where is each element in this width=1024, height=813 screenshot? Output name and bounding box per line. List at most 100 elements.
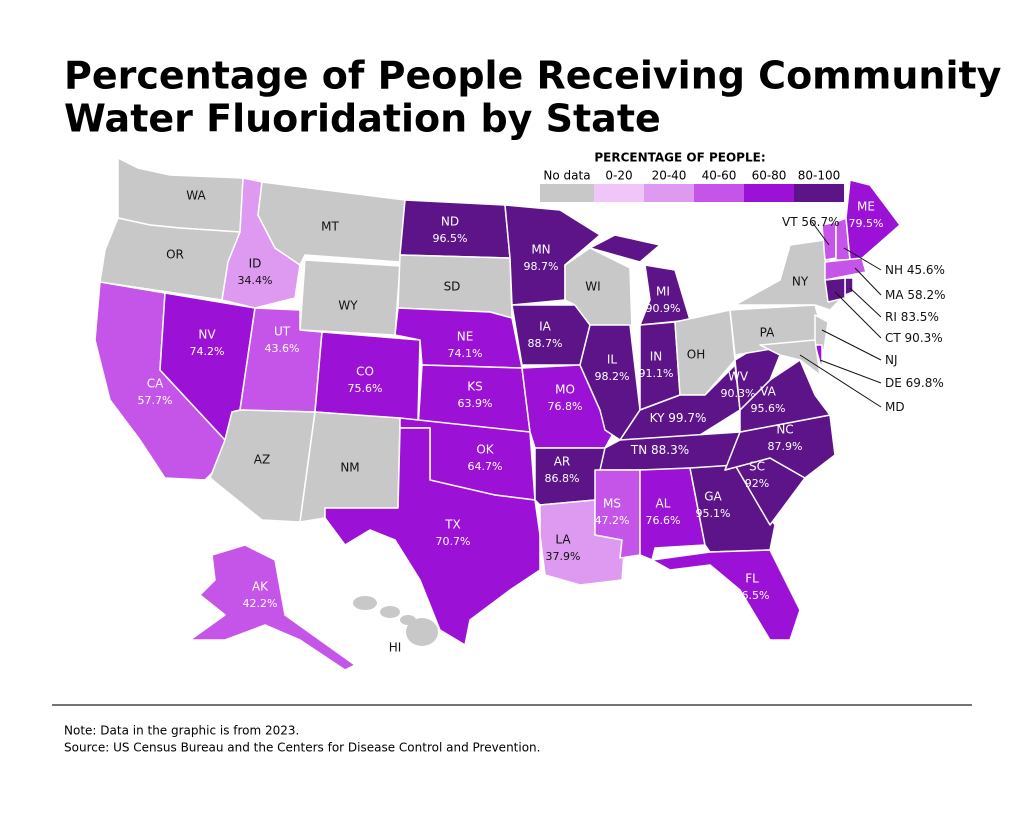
state-value: 43.6% [265,342,300,355]
state-abbr: SC [749,460,765,474]
state-abbr: LA [555,533,571,547]
state-label: CT 90.3% [885,331,943,345]
map [94,157,901,671]
legend-swatch [744,184,794,202]
state-shape [824,277,846,303]
state-abbr: NY [792,275,809,289]
state-label: NH 45.6% [885,263,945,277]
state-abbr: MI [656,285,670,299]
state-abbr: TN [630,443,647,457]
callout-line [819,359,882,384]
state-value: 86.8% [545,472,580,485]
legend-swatch [694,184,744,202]
state-shape [511,304,591,366]
state-abbr: ID [249,257,262,271]
state-value: 58.2% [907,288,945,302]
state-shape [189,544,356,671]
state-abbr: ND [441,215,459,229]
state-abbr: NE [457,330,474,344]
state-abbr: CT [885,331,901,345]
state-label: KY 99.7% [650,411,707,425]
legend-label: 40-60 [702,169,737,183]
state-abbr: WI [585,280,600,294]
state-abbr: RI [885,310,897,324]
state-value: 79.5% [849,217,884,230]
state-value: 90.9% [646,302,681,315]
state-value: 56.7% [801,215,839,229]
state-abbr: VT [782,215,798,229]
state-abbr: VA [760,385,776,399]
state-abbr: TX [444,518,461,532]
state-abbr: MN [531,243,550,257]
state-shape [399,199,511,259]
state-abbr: SD [444,280,461,294]
legend-swatch [794,184,844,202]
state-abbr: AR [554,455,571,469]
state-abbr: CO [356,365,374,379]
state-shape [759,339,821,376]
state-value: 69.8% [906,376,944,390]
state-value: 88.3% [651,443,689,457]
state-value: 76.6% [646,514,681,527]
state-value: 87.9% [768,440,803,453]
state-shape [651,549,801,641]
state-value: 64.7% [468,460,503,473]
legend-label: 0-20 [605,169,632,183]
state-value: 47.2% [595,514,630,527]
state-value: 45.6% [907,263,945,277]
state-value: 96.5% [433,232,468,245]
state-shape [380,606,400,618]
state-value: 63.9% [458,397,493,410]
source: Source: US Census Bureau and the Centers… [64,741,540,755]
state-shape [589,234,661,263]
state-abbr: NM [340,461,359,475]
title: Percentage of People Receiving Community [64,54,1002,98]
state-shape [117,157,244,233]
state-abbr: AK [252,580,269,594]
state-shape [844,277,854,296]
state-abbr: IA [539,320,552,334]
state-abbr: PA [760,326,775,340]
labels: WA OR CA 57.7% NV 74.2% ID 34.4% MT WY UT 43.6% CO 75… [138,189,946,655]
state-value: 92% [745,477,769,490]
state-label: NJ [885,353,898,367]
state-value: 95.1% [696,507,731,520]
state-abbr: OR [166,248,184,262]
state-abbr: FL [745,572,759,586]
state-value: 37.9% [546,550,581,563]
state-abbr: NC [776,423,793,437]
state-shape [674,309,736,396]
state-abbr: KS [467,380,483,394]
callout-line [849,287,882,318]
state-value: 88.7% [528,337,563,350]
callout-line [811,221,830,246]
state-shape [299,259,401,336]
state-abbr: UT [274,325,291,339]
state-abbr: MD [885,400,905,414]
callout-line [854,267,882,296]
callout-line [799,354,882,408]
state-value: 76.5% [735,589,770,602]
callout-line [834,291,882,339]
state-shape [579,324,641,441]
state-value: 42.2% [243,597,278,610]
state-value: 74.2% [190,345,225,358]
state-value: 91.1% [639,367,674,380]
state-value: 74.1% [448,347,483,360]
state-abbr: MS [603,497,621,511]
legend-label: 60-80 [752,169,787,183]
state-abbr: HI [389,641,402,655]
title: Water Fluoridation by State [64,97,661,141]
state-abbr: AL [656,497,671,511]
state-abbr: MA [885,288,904,302]
state-abbr: GA [704,490,722,504]
state-value: 34.4% [238,274,273,287]
legend-swatch [594,184,644,202]
state-label: MA 58.2% [885,288,946,302]
legend-label: 80-100 [798,169,841,183]
state-abbr: AZ [254,453,270,467]
state-label: DE 69.8% [885,376,944,390]
legend-title: PERCENTAGE OF PEOPLE: [594,151,765,165]
legend-label: No data [543,169,590,183]
